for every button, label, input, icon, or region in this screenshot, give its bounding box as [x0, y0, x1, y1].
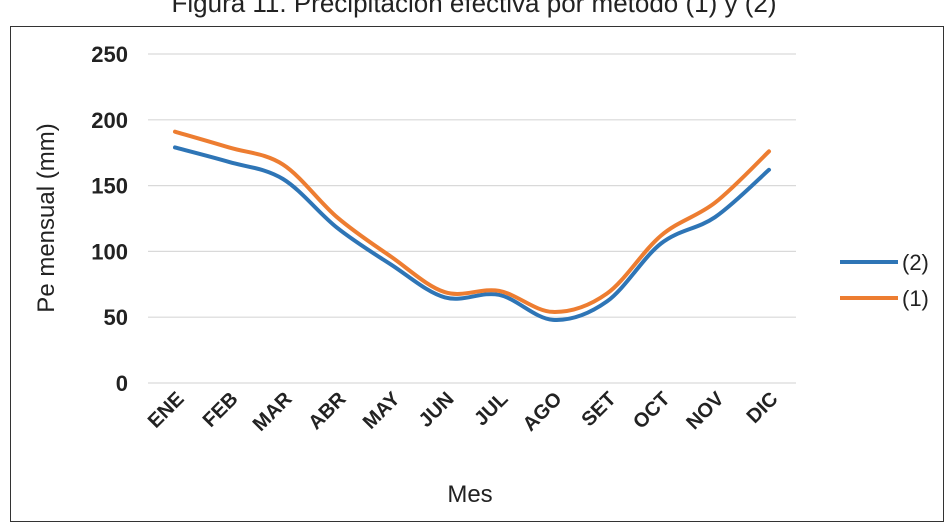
legend: (2)(1): [840, 250, 929, 311]
y-tick-label: 200: [91, 108, 128, 133]
series-line-2: [173, 129, 771, 314]
x-tick-label: DIC: [743, 388, 783, 428]
x-tick-label: JUN: [415, 388, 459, 432]
y-tick-label: 150: [91, 174, 128, 199]
y-tick-label: 50: [104, 305, 128, 330]
legend-label: (1): [902, 286, 929, 311]
y-tick-label: 100: [91, 239, 128, 264]
series-lines: [173, 129, 771, 322]
chart-title: Figura 11. Precipitación efectiva por mé…: [171, 0, 777, 18]
legend-label: (2): [902, 250, 929, 275]
x-tick-label: NOV: [682, 388, 729, 435]
gridlines: [148, 53, 796, 384]
series-line-1: [173, 145, 771, 322]
x-tick-label: SET: [577, 388, 620, 431]
x-tick-label: ENE: [144, 388, 189, 433]
y-tick-label: 250: [91, 42, 128, 67]
x-tick-label: ABR: [304, 388, 351, 435]
x-tick-label: AGO: [519, 388, 567, 436]
x-tick-label: JUL: [470, 388, 512, 430]
y-axis-ticks: 0 50 100 150 200 250: [91, 42, 128, 396]
x-axis-ticks: ENE FEB MAR ABR MAY JUN JUL AGO SET OCT NOV DIC: [144, 388, 783, 436]
x-tick-label: OCT: [629, 388, 674, 433]
x-tick-label: MAR: [249, 388, 297, 436]
x-axis-label: Mes: [447, 481, 492, 508]
x-tick-label: FEB: [199, 388, 243, 432]
y-tick-label: 0: [116, 371, 128, 396]
x-tick-label: MAY: [359, 388, 405, 434]
y-axis-label: Pe mensual (mm): [33, 123, 60, 312]
